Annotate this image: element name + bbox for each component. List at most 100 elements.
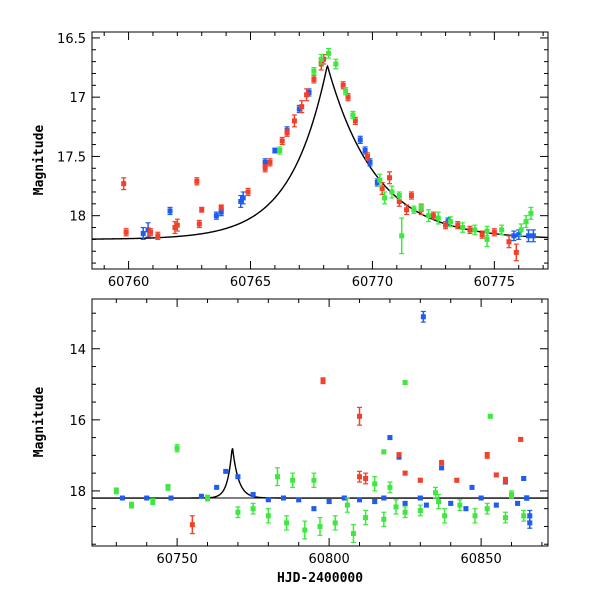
data-point-blue [223, 468, 229, 474]
point-marker [417, 477, 423, 483]
point-marker [521, 475, 527, 481]
data-point-green [518, 223, 524, 237]
data-point-red [199, 206, 205, 213]
point-marker [386, 175, 392, 181]
data-point-green [265, 508, 271, 524]
data-point-red [479, 230, 485, 239]
data-point-green [396, 191, 402, 200]
data-point-blue [387, 435, 393, 441]
data-point-red [365, 152, 371, 161]
point-marker [499, 227, 505, 233]
point-marker [281, 495, 287, 501]
data-point-green [205, 494, 211, 502]
point-marker [455, 222, 461, 228]
data-point-red [386, 171, 392, 185]
bottom-panel-tick-labels: 60750 60800 60850 14 16 18 [69, 343, 501, 567]
point-marker [484, 506, 490, 512]
point-marker [454, 477, 460, 483]
data-point-green [165, 483, 171, 491]
bottom-panel-model-layer [92, 448, 548, 499]
data-point-green [528, 206, 534, 220]
point-marker [235, 474, 241, 480]
data-point-green [487, 413, 493, 419]
data-point-red [123, 228, 129, 237]
top-panel-frame [91, 31, 549, 270]
point-marker [365, 153, 371, 159]
top-panel-model-layer [92, 64, 548, 240]
point-marker [524, 495, 530, 501]
data-point-blue [439, 465, 445, 471]
data-point-blue [527, 516, 533, 529]
point-marker [381, 449, 387, 455]
data-point-red [311, 75, 317, 84]
point-marker [393, 504, 399, 510]
data-point-green [343, 87, 349, 96]
data-point-green [284, 515, 290, 531]
point-marker [530, 233, 536, 239]
data-point-blue [511, 230, 517, 242]
point-marker [484, 452, 490, 458]
data-point-red [439, 459, 445, 465]
point-marker [527, 513, 533, 519]
data-point-green [381, 449, 387, 455]
data-point-blue [198, 493, 204, 499]
point-marker [448, 500, 454, 506]
point-marker [165, 484, 171, 490]
top-panel-ticks [92, 32, 548, 269]
point-marker [382, 195, 388, 201]
point-marker [423, 502, 429, 508]
data-point-green [402, 380, 408, 386]
point-marker [377, 177, 383, 183]
y-tick-label: 16 [69, 414, 86, 429]
data-point-red [218, 204, 224, 211]
data-point-green [484, 502, 490, 515]
point-marker [417, 507, 423, 513]
point-marker [402, 509, 408, 515]
bottom-panel-data-points [113, 310, 533, 544]
bottom-panel-frame [91, 298, 549, 547]
point-marker [218, 204, 224, 210]
data-point-green [363, 509, 369, 526]
data-point-blue [402, 500, 408, 506]
point-marker [372, 481, 378, 487]
data-point-green [274, 467, 280, 487]
point-marker [439, 465, 445, 471]
model-fit-curve [92, 448, 548, 499]
data-point-red [299, 100, 305, 114]
data-point-red [320, 377, 326, 385]
point-marker [352, 118, 358, 124]
data-point-red [155, 231, 161, 240]
point-marker [363, 515, 369, 521]
point-marker [357, 474, 363, 480]
point-marker [402, 500, 408, 506]
point-marker [357, 413, 363, 419]
data-point-blue [372, 499, 378, 505]
data-point-red [174, 218, 180, 232]
point-marker [511, 233, 517, 239]
point-marker [333, 61, 339, 67]
point-marker [277, 148, 283, 153]
point-marker [299, 104, 305, 110]
x-tick-label: 60760 [108, 275, 149, 290]
data-point-blue [469, 484, 475, 490]
data-point-green [332, 515, 338, 531]
point-marker [439, 459, 445, 465]
data-point-green [317, 516, 323, 536]
data-point-green [417, 504, 423, 517]
point-marker [284, 520, 290, 526]
data-point-green [344, 497, 350, 513]
data-point-blue [493, 502, 499, 508]
data-point-green [393, 499, 399, 515]
point-marker [194, 178, 200, 184]
data-point-blue [423, 502, 429, 508]
data-point-red [121, 177, 127, 191]
data-point-green [350, 524, 356, 544]
point-marker [311, 506, 317, 512]
point-marker [304, 92, 310, 98]
data-point-green [523, 215, 529, 229]
point-marker [518, 227, 524, 233]
point-marker [311, 68, 317, 74]
point-marker [235, 509, 241, 515]
point-marker [119, 495, 125, 501]
point-marker [472, 513, 478, 519]
